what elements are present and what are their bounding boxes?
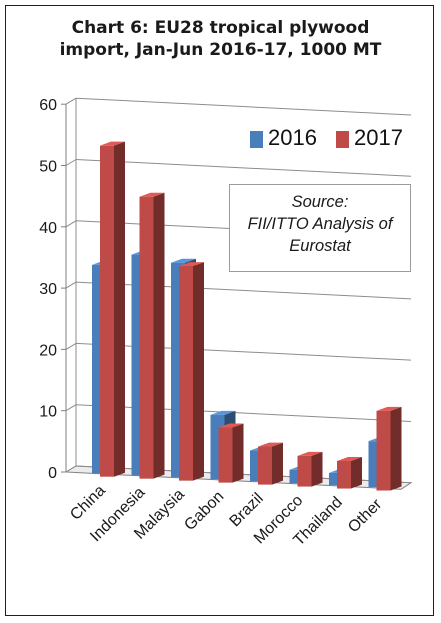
bar-front-2017-brazil bbox=[258, 446, 272, 485]
bar-front-2017-malaysia bbox=[179, 266, 193, 481]
bar-top-2017-brazil bbox=[258, 442, 283, 447]
bar-side-2017-thailand bbox=[351, 456, 362, 489]
bar-top-2017-gabon bbox=[218, 423, 244, 428]
bar-2017-malaysia bbox=[179, 262, 204, 481]
bar-top-2016-gabon bbox=[210, 410, 236, 415]
bar-2017-brazil bbox=[258, 442, 283, 485]
chart-title: Chart 6: EU28 tropical plywood import, J… bbox=[0, 17, 441, 61]
y-tick-label-50: 50 bbox=[39, 159, 57, 176]
bar-side-2017-other bbox=[390, 406, 402, 491]
gridline-side-50 bbox=[65, 159, 77, 166]
bar-top-2017-morocco bbox=[297, 451, 323, 456]
bar-2017-thailand bbox=[337, 456, 362, 489]
y-tick-label-40: 40 bbox=[39, 220, 57, 237]
bar-front-2017-gabon bbox=[218, 427, 233, 483]
source-line-2: FII/ITTO Analysis of bbox=[247, 215, 393, 233]
bar-2017-gabon bbox=[218, 423, 244, 483]
y-tick-label-30: 30 bbox=[39, 281, 57, 298]
legend-label-2017: 2017 bbox=[354, 125, 403, 150]
bar-2017-indonesia bbox=[139, 192, 165, 479]
bar-top-2017-thailand bbox=[337, 456, 362, 461]
bar-top-2016-malaysia bbox=[171, 258, 196, 263]
bar-side-2017-malaysia bbox=[193, 262, 204, 481]
bar-side-2017-brazil bbox=[272, 442, 283, 485]
gridline-side-20 bbox=[65, 342, 77, 350]
bar-front-2017-morocco bbox=[297, 455, 312, 487]
bar-front-2017-thailand bbox=[337, 460, 351, 489]
bar-front-2017-indonesia bbox=[139, 196, 154, 479]
gridline-60 bbox=[75, 97, 412, 116]
bar-side-2017-china bbox=[114, 141, 125, 477]
gridline-side-30 bbox=[65, 281, 77, 289]
chart-title-line-1: Chart 6: EU28 tropical plywood bbox=[71, 18, 370, 38]
bar-top-2017-malaysia bbox=[179, 262, 204, 267]
bar-top-2017-other bbox=[376, 406, 402, 411]
bar-2017-other bbox=[376, 406, 402, 491]
bar-side-2017-morocco bbox=[311, 451, 323, 487]
legend-label-2016: 2016 bbox=[268, 125, 317, 150]
gridline-side-10 bbox=[65, 404, 77, 412]
bar-side-2017-indonesia bbox=[153, 192, 165, 479]
bar-front-2017-other bbox=[376, 410, 391, 491]
gridline-side-60 bbox=[65, 97, 77, 105]
bar-front-2017-china bbox=[100, 145, 114, 477]
legend-swatch-2016 bbox=[250, 131, 263, 148]
x-tick-label-gabon: Gabon bbox=[181, 488, 227, 534]
x-tick-label-other: Other bbox=[345, 495, 386, 536]
y-tick-label-60: 60 bbox=[39, 97, 57, 114]
y-tick-label-20: 20 bbox=[39, 342, 57, 359]
bar-2017-china bbox=[100, 141, 125, 477]
gridline-side-0 bbox=[65, 465, 77, 473]
bar-side-2017-gabon bbox=[232, 423, 244, 483]
y-tick-label-10: 10 bbox=[39, 404, 57, 421]
gridline-50 bbox=[75, 159, 412, 177]
bar-2017-morocco bbox=[297, 451, 323, 487]
bar-top-2017-china bbox=[100, 141, 125, 146]
legend-swatch-2017 bbox=[336, 131, 349, 148]
bar-top-2017-indonesia bbox=[139, 192, 165, 197]
source-line-3: Eurostat bbox=[289, 237, 351, 255]
y-tick-label-0: 0 bbox=[48, 465, 57, 482]
gridline-side-40 bbox=[65, 220, 77, 228]
chart-title-line-2: import, Jan-Jun 2016-17, 1000 MT bbox=[59, 40, 382, 60]
source-annotation: Source: FII/ITTO Analysis of Eurostat bbox=[229, 184, 411, 272]
source-line-1: Source: bbox=[291, 193, 349, 211]
